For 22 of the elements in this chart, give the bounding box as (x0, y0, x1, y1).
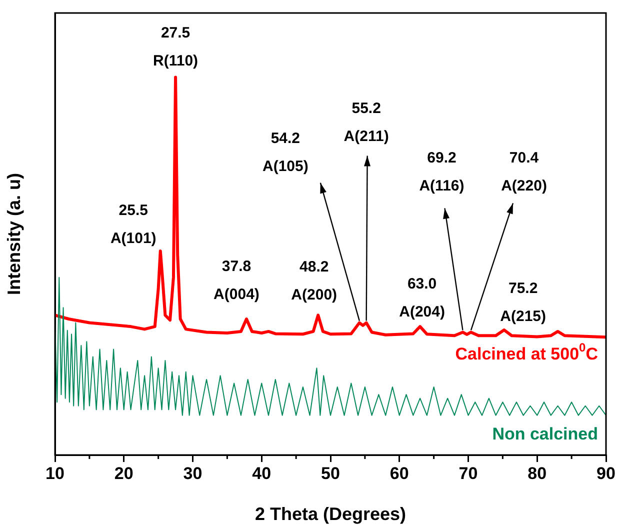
x-tick-label: 90 (596, 464, 616, 483)
annotation: 55.2 A(211) (344, 100, 389, 145)
x-tick-label: 40 (252, 464, 272, 483)
annotation: 54.2 A(105) (262, 130, 308, 175)
x-axis-title: 2 Theta (Degrees) (254, 504, 406, 524)
annotation: 48.2 A(200) (291, 258, 338, 304)
annotation: 63.0 A(204) (399, 276, 445, 321)
annotation: 27.5 R(110) (153, 24, 198, 70)
x-tick-label: 20 (114, 464, 134, 483)
series-label: Non calcined (492, 424, 598, 444)
x-tick-label: 80 (528, 464, 547, 483)
x-tick-label: 70 (458, 464, 478, 483)
x-tick-label: 50 (321, 464, 340, 483)
x-tick-label: 60 (390, 464, 409, 483)
annotation: 25.5 A(101) (110, 202, 156, 248)
x-tick-label: 30 (183, 464, 202, 483)
annotation: 69.2 A(116) (419, 149, 464, 194)
x-tick-label: 10 (46, 464, 64, 483)
annotation: 70.4 A(220) (501, 149, 547, 194)
annotation: 75.2 A(215) (500, 280, 546, 326)
y-axis-title: Intensity (a. u) (4, 172, 24, 296)
annotation: 37.8 A(004) (214, 258, 260, 304)
